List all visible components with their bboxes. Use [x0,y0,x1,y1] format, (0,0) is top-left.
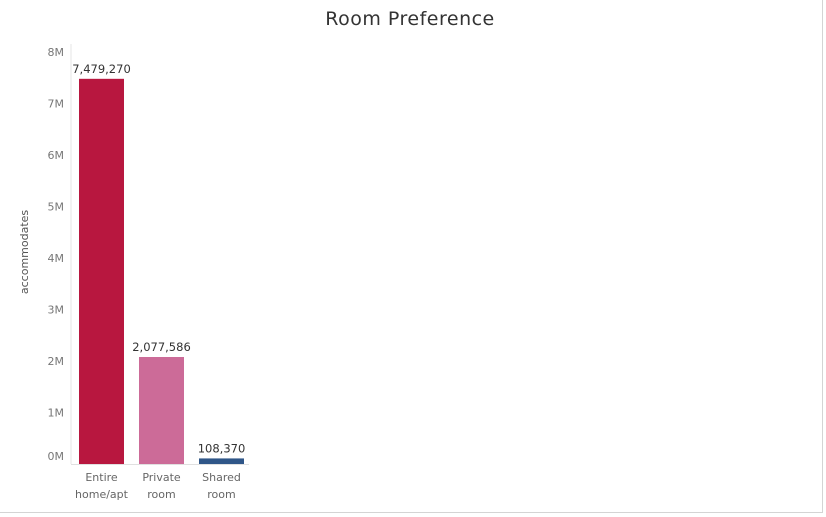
bar-value-label: 7,479,270 [72,62,131,76]
x-category-label: Entire [85,471,118,484]
y-tick-label: 8M [48,46,65,59]
x-category-label: room [147,488,175,501]
x-category-label: room [207,488,235,501]
bar-value-label: 2,077,586 [132,340,191,354]
y-tick-label: 7M [48,98,65,111]
y-tick-label: 0M [48,450,65,463]
y-tick-label: 6M [48,149,65,162]
x-category-label: Private [142,471,181,484]
y-tick-label: 1M [48,407,65,420]
chart-title: Room Preference [325,8,495,30]
x-category-label: home/apt [75,488,129,501]
y-tick-label: 3M [48,304,65,317]
y-tick-label: 2M [48,355,65,368]
bar[interactable] [79,78,124,464]
bar[interactable] [139,357,184,464]
y-axis-title: accommodates [18,210,31,295]
x-category-label: Shared [202,471,241,484]
y-tick-label: 5M [48,201,65,214]
bar-value-label: 108,370 [198,441,246,455]
y-tick-label: 4M [48,252,65,265]
bar[interactable] [199,458,244,464]
